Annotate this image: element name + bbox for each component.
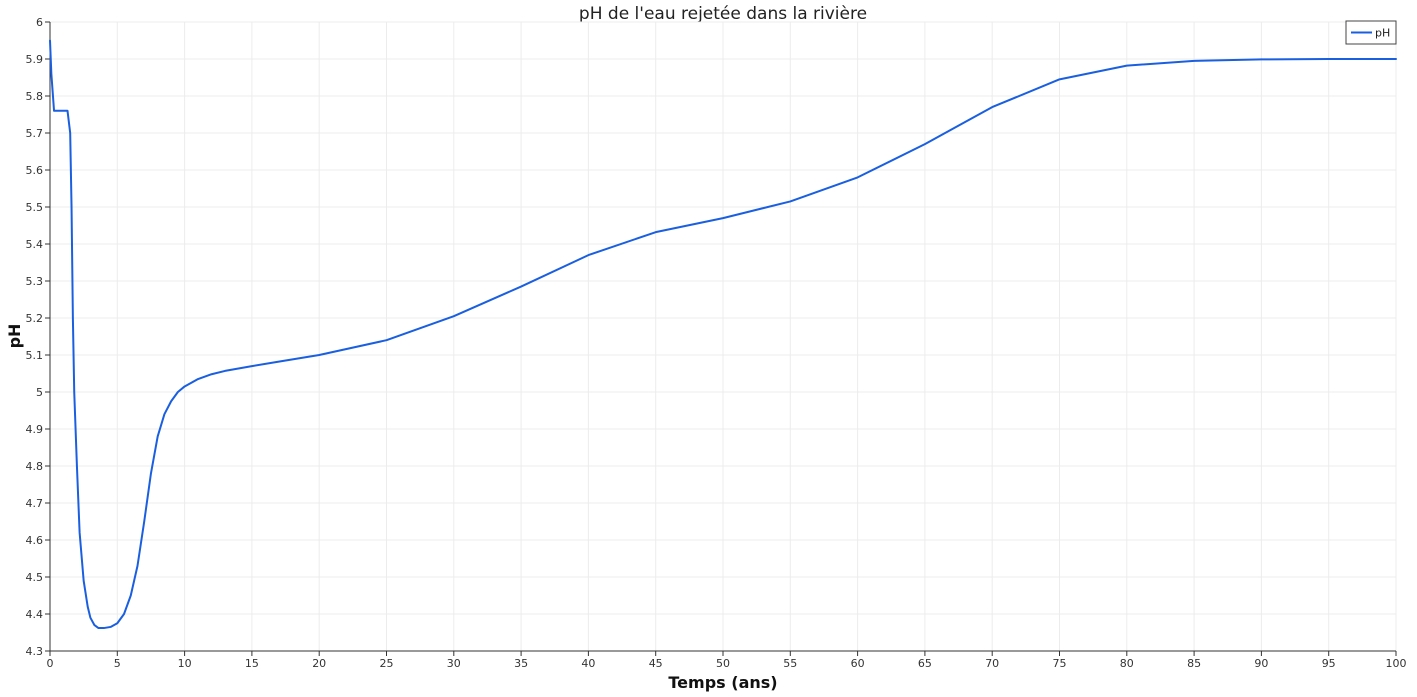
y-tick-label: 5.7 bbox=[26, 127, 44, 140]
x-tick-label: 85 bbox=[1187, 657, 1201, 670]
y-tick-label: 4.7 bbox=[26, 497, 44, 510]
y-tick-label: 4.3 bbox=[26, 645, 44, 658]
y-tick-label: 5.2 bbox=[26, 312, 44, 325]
chart-title: pH de l'eau rejetée dans la rivière bbox=[579, 4, 867, 24]
x-tick-label: 60 bbox=[851, 657, 865, 670]
y-tick-label: 5.3 bbox=[26, 275, 44, 288]
x-tick-label: 10 bbox=[178, 657, 192, 670]
x-tick-label: 70 bbox=[985, 657, 999, 670]
x-tick-label: 30 bbox=[447, 657, 461, 670]
x-tick-label: 65 bbox=[918, 657, 932, 670]
x-tick-label: 75 bbox=[1053, 657, 1067, 670]
x-tick-label: 45 bbox=[649, 657, 663, 670]
legend: pH bbox=[1345, 20, 1397, 45]
y-tick-label: 4.8 bbox=[26, 460, 44, 473]
x-tick-label: 80 bbox=[1120, 657, 1134, 670]
x-tick-label: 15 bbox=[245, 657, 259, 670]
x-axis-title: Temps (ans) bbox=[668, 673, 777, 692]
x-tick-label: 35 bbox=[514, 657, 528, 670]
x-axis-ticks: 0 5 10 15 20 25 30 35 40 45 50 55 60 65 70 75 80 85 90 95 10… bbox=[47, 651, 1407, 670]
y-tick-label: 4.9 bbox=[26, 423, 44, 436]
series-line-ph bbox=[49, 39, 1397, 630]
y-axis-title: pH bbox=[5, 324, 24, 349]
y-tick-label: 4.6 bbox=[26, 534, 44, 547]
y-tick-label: 6 bbox=[36, 16, 43, 29]
y-tick-label: 5.8 bbox=[26, 90, 44, 103]
series-group bbox=[49, 39, 1397, 630]
x-tick-label: 95 bbox=[1322, 657, 1336, 670]
y-tick-label: 5.6 bbox=[26, 164, 44, 177]
y-tick-label: 5.4 bbox=[26, 238, 44, 251]
x-tick-label: 100 bbox=[1386, 657, 1407, 670]
y-tick-label: 4.4 bbox=[26, 608, 44, 621]
x-tick-label: 90 bbox=[1254, 657, 1268, 670]
x-tick-label: 40 bbox=[581, 657, 595, 670]
grid bbox=[49, 21, 1397, 652]
x-tick-label: 5 bbox=[114, 657, 121, 670]
y-axis-ticks: 4.3 4.4 4.5 4.6 4.7 4.8 4.9 5 5.1 5.2 5.3 5.4 5.5 5.6… bbox=[26, 16, 50, 658]
y-tick-label: 5 bbox=[36, 386, 43, 399]
x-tick-label: 50 bbox=[716, 657, 730, 670]
y-tick-label: 5.9 bbox=[26, 53, 44, 66]
y-tick-label: 4.5 bbox=[26, 571, 44, 584]
x-tick-label: 55 bbox=[783, 657, 797, 670]
x-tick-label: 20 bbox=[312, 657, 326, 670]
x-tick-label: 25 bbox=[380, 657, 394, 670]
y-tick-label: 5.1 bbox=[26, 349, 44, 362]
x-tick-label: 0 bbox=[47, 657, 54, 670]
y-tick-label: 5.5 bbox=[26, 201, 44, 214]
legend-label-ph: pH bbox=[1375, 27, 1390, 40]
